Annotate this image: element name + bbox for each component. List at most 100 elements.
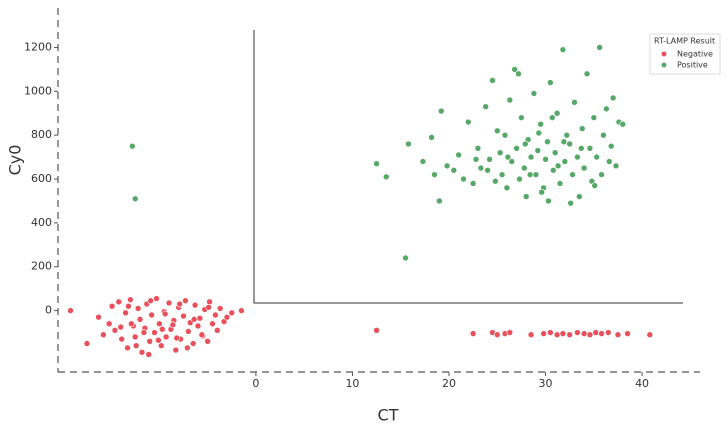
point — [566, 331, 573, 339]
point — [228, 309, 236, 317]
point — [477, 164, 485, 172]
point — [554, 162, 562, 170]
point — [591, 182, 599, 189]
point — [493, 127, 501, 135]
point — [157, 342, 165, 349]
y-tick-label: 1000 — [24, 84, 52, 97]
point — [482, 103, 489, 110]
y-tick-label: 1200 — [24, 40, 52, 53]
point — [151, 329, 158, 336]
point — [172, 346, 180, 354]
x-tick-label: 0 — [252, 377, 259, 390]
point — [212, 311, 219, 319]
point — [516, 175, 523, 183]
point — [590, 114, 598, 121]
point — [532, 171, 540, 178]
y-axis-title: Cy0 — [6, 145, 25, 176]
y-tick-label: 0 — [45, 304, 52, 317]
point — [563, 131, 571, 139]
point — [450, 166, 458, 174]
legend-label: Negative — [677, 50, 713, 59]
point — [593, 153, 601, 161]
point — [607, 142, 615, 150]
point — [460, 175, 467, 183]
point — [586, 145, 594, 152]
point — [578, 125, 586, 132]
point — [405, 140, 412, 148]
point — [492, 177, 499, 185]
point — [146, 338, 154, 345]
point — [373, 160, 380, 167]
point — [571, 98, 578, 106]
point — [155, 336, 162, 344]
point — [604, 329, 612, 336]
point — [515, 70, 522, 78]
point — [198, 331, 206, 339]
x-tick-label: 30 — [539, 377, 553, 390]
point — [108, 302, 116, 310]
point — [553, 109, 561, 117]
point — [567, 199, 574, 207]
point — [598, 171, 605, 178]
point — [542, 156, 549, 163]
point — [472, 156, 480, 163]
point — [493, 331, 501, 339]
point — [612, 162, 620, 170]
point — [161, 310, 169, 318]
point — [574, 329, 581, 336]
y-tick-label: 800 — [31, 128, 52, 141]
point — [402, 254, 409, 262]
point — [596, 44, 603, 51]
point — [180, 312, 187, 320]
point — [136, 316, 144, 323]
point — [520, 164, 528, 172]
point — [521, 140, 529, 148]
point — [131, 195, 139, 203]
point — [213, 327, 221, 334]
point — [527, 331, 535, 339]
point — [574, 153, 581, 161]
point — [169, 321, 177, 329]
point — [527, 153, 535, 161]
point — [600, 131, 607, 139]
point — [111, 327, 119, 334]
point — [535, 129, 543, 137]
point — [437, 107, 445, 115]
point — [518, 114, 525, 121]
point — [592, 329, 600, 336]
point — [614, 331, 622, 339]
point — [569, 171, 576, 178]
point — [540, 330, 547, 337]
point — [373, 327, 380, 334]
point — [100, 331, 107, 339]
point — [191, 301, 199, 309]
point — [586, 331, 594, 339]
point — [238, 307, 245, 314]
point — [124, 344, 131, 352]
point — [504, 153, 512, 161]
point — [194, 322, 202, 330]
point — [115, 298, 123, 306]
point — [216, 305, 224, 312]
point — [560, 138, 568, 146]
point — [583, 70, 591, 78]
legend-title: RT-LAMP Result — [654, 37, 715, 46]
point — [465, 118, 472, 126]
point — [162, 333, 170, 341]
point — [134, 305, 142, 312]
point — [559, 46, 567, 53]
point — [431, 171, 438, 178]
y-tick-label: 600 — [31, 172, 52, 185]
x-tick-label: 10 — [345, 377, 359, 390]
point — [173, 334, 181, 342]
point — [559, 330, 567, 337]
point — [603, 105, 610, 113]
point — [105, 320, 113, 328]
legend-label: Positive — [677, 61, 708, 70]
point — [185, 328, 192, 335]
point — [153, 295, 160, 302]
point — [148, 311, 155, 319]
gate-box — [253, 30, 683, 304]
point — [609, 94, 617, 102]
